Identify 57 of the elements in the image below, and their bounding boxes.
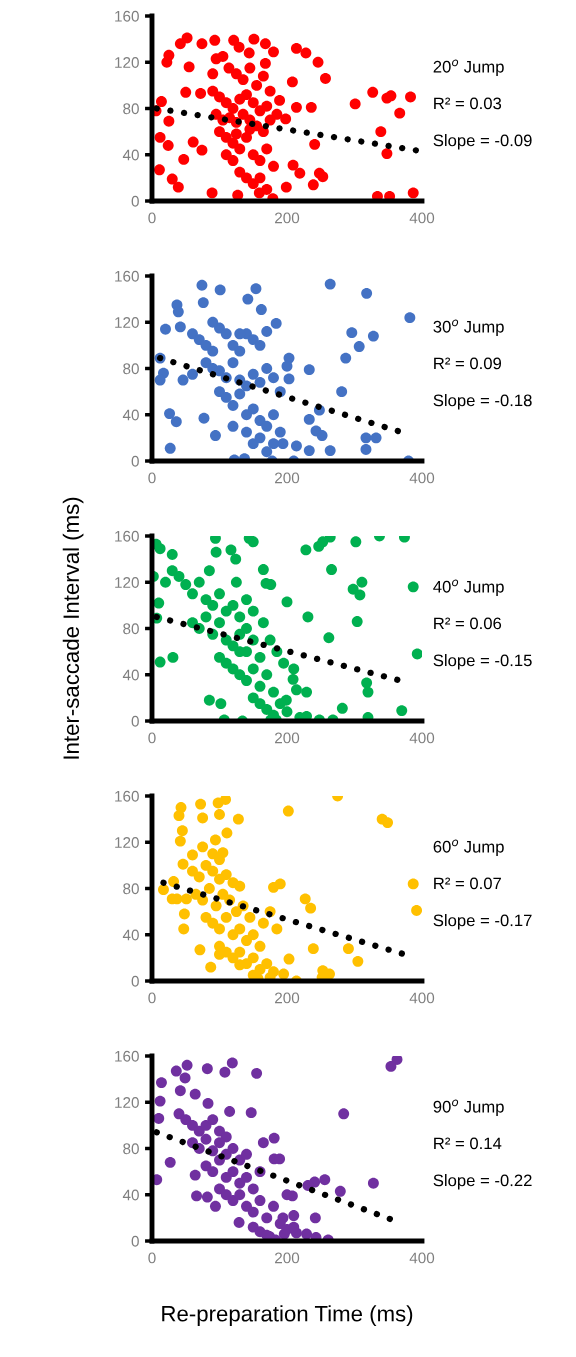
text: Slope = -0.15 (433, 654, 532, 670)
text: Slope = -0.17 (433, 914, 532, 930)
y-tick-label: 0 (131, 455, 139, 467)
y-tick-label: 80 (123, 883, 139, 895)
x-tick-label: 200 (275, 472, 300, 484)
x-tick-label: 400 (409, 732, 435, 744)
y-tick-label: 80 (123, 1143, 139, 1155)
x-tick-label: 400 (409, 212, 435, 224)
y-tick-label: 40 (122, 409, 139, 421)
y-tick-label: 80 (123, 623, 139, 635)
text: Slope = -0.09 (433, 134, 532, 150)
y-tick-label: 120 (115, 1097, 139, 1108)
text: R² = 0.03 (434, 97, 502, 110)
text: 20$^{o}$ Jump (433, 59, 504, 76)
x-tick-label: 0 (148, 992, 156, 1004)
x-tick-label: 400 (409, 472, 435, 484)
y-tick-label: 40 (122, 149, 139, 161)
text: 90$^{o}$ Jump (433, 1099, 504, 1116)
y-tick-label: 80 (123, 103, 139, 115)
x-axis-title: Re-preparation Time (ms) (162, 1305, 413, 1326)
y-tick-label: 120 (115, 317, 139, 328)
y-tick-label: 120 (115, 577, 139, 588)
x-tick-label: 200 (275, 992, 300, 1004)
x-tick-label: 400 (409, 1252, 435, 1264)
x-tick-label: 200 (275, 1252, 300, 1264)
text: 60$^{o}$ Jump (433, 839, 504, 856)
y-tick-label: 160 (115, 530, 139, 542)
y-tick-label: 40 (122, 1189, 139, 1201)
x-tick-label: 0 (148, 212, 156, 224)
y-tick-label: 80 (123, 363, 139, 375)
y-tick-label: 40 (122, 929, 139, 941)
text: R² = 0.14 (434, 1137, 502, 1150)
y-axis-title: Inter-saccade Interval (ms) (62, 497, 84, 759)
x-tick-label: 0 (148, 472, 156, 484)
y-tick-label: 120 (115, 837, 139, 848)
text: R² = 0.07 (434, 877, 501, 890)
x-tick-label: 200 (275, 732, 300, 744)
text: 40$^{o}$ Jump (433, 579, 504, 596)
x-tick-label: 200 (275, 212, 300, 224)
x-tick-label: 0 (148, 1252, 156, 1264)
y-tick-label: 120 (115, 57, 139, 68)
text: R² = 0.06 (434, 617, 502, 630)
text: R² = 0.09 (434, 357, 502, 370)
text: Slope = -0.22 (433, 1174, 532, 1190)
y-tick-label: 160 (115, 790, 139, 802)
y-tick-label: 160 (115, 1050, 139, 1062)
y-tick-label: 160 (115, 270, 139, 282)
text: 30$^{o}$ Jump (433, 319, 504, 336)
x-tick-label: 0 (148, 732, 156, 744)
y-tick-label: 0 (131, 715, 139, 727)
y-tick-label: 160 (115, 10, 139, 22)
y-tick-label: 0 (131, 1235, 139, 1247)
y-tick-label: 0 (131, 975, 139, 987)
text: Slope = -0.18 (433, 394, 532, 410)
x-tick-label: 400 (409, 992, 435, 1004)
y-tick-label: 40 (122, 669, 139, 681)
y-tick-label: 0 (131, 195, 139, 207)
